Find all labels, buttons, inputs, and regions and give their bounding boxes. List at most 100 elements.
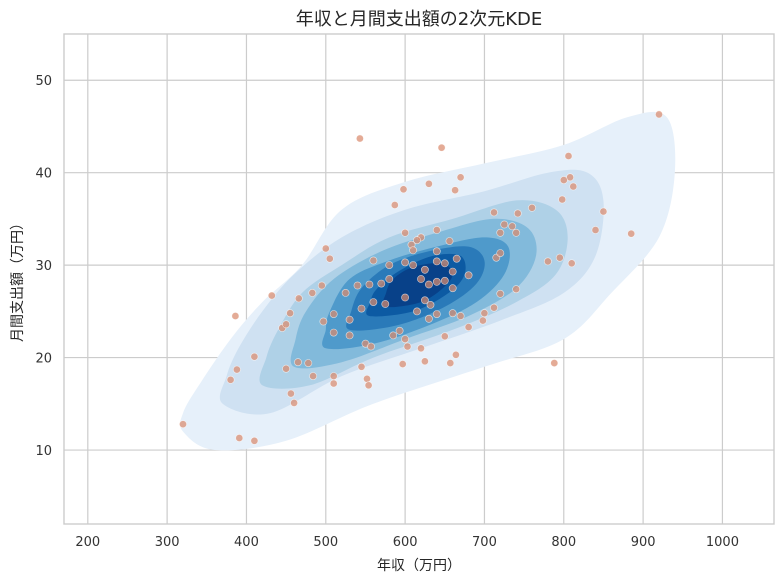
scatter-point xyxy=(558,195,567,204)
scatter-point xyxy=(417,344,425,353)
scatter-point xyxy=(309,372,317,380)
scatter-points xyxy=(179,110,663,445)
plot-frame xyxy=(63,33,775,525)
scatter-point xyxy=(456,173,465,182)
scatter-point xyxy=(250,436,259,445)
scatter-point xyxy=(464,323,473,331)
scatter-point xyxy=(420,265,429,274)
scatter-point xyxy=(286,389,295,398)
scatter-point xyxy=(398,360,407,368)
scatter-point xyxy=(294,294,303,303)
x-tick-label: 200 xyxy=(75,535,100,550)
x-tick-label: 700 xyxy=(472,535,497,550)
scatter-point xyxy=(440,259,449,268)
scatter-point xyxy=(401,293,409,302)
scatter-point xyxy=(355,134,364,143)
scatter-point xyxy=(290,398,298,407)
scatter-point xyxy=(286,309,294,318)
scatter-point xyxy=(357,304,366,313)
scatter-point xyxy=(345,315,354,324)
scatter-point xyxy=(478,316,487,325)
scatter-point xyxy=(424,314,433,323)
scatter-point xyxy=(432,310,441,318)
scatter-point xyxy=(417,275,425,283)
scatter-point xyxy=(321,244,330,253)
chart-title: 年収と月間支出額の2次元KDE xyxy=(296,9,543,30)
y-axis-label: 月間支出額（万円） xyxy=(10,216,26,342)
scatter-point xyxy=(329,372,338,380)
y-tick-label: 50 xyxy=(35,74,52,89)
scatter-point xyxy=(513,209,522,218)
scatter-point xyxy=(282,320,290,329)
scatter-point xyxy=(432,247,441,256)
x-tick-label: 500 xyxy=(313,535,338,550)
scatter-point xyxy=(432,226,441,234)
scatter-point xyxy=(231,312,240,320)
scatter-point xyxy=(357,362,366,371)
scatter-point xyxy=(446,359,455,367)
scatter-point xyxy=(367,342,375,351)
scatter-point xyxy=(294,358,302,367)
scatter-point xyxy=(381,300,390,308)
scatter-point xyxy=(591,226,600,234)
scatter-point xyxy=(341,288,350,297)
scatter-point xyxy=(409,246,417,255)
scatter-point xyxy=(448,267,457,276)
scatter-point xyxy=(440,332,449,341)
scatter-point xyxy=(389,331,398,340)
y-tick-label: 20 xyxy=(35,352,52,367)
scatter-point xyxy=(496,289,505,298)
scatter-point xyxy=(235,434,244,442)
x-tick-label: 800 xyxy=(551,535,576,550)
y-tick-label: 40 xyxy=(35,167,52,182)
scatter-point xyxy=(445,237,454,245)
scatter-point xyxy=(555,253,564,262)
scatter-point xyxy=(403,342,412,351)
scatter-point xyxy=(329,379,338,388)
scatter-point xyxy=(627,229,636,238)
scatter-point xyxy=(480,309,489,318)
scatter-point xyxy=(232,365,241,374)
scatter-point xyxy=(377,279,386,288)
scatter-point xyxy=(369,298,378,306)
scatter-point xyxy=(317,281,326,290)
scatter-point xyxy=(345,331,354,340)
kde-level-8 xyxy=(382,263,453,308)
scatter-point xyxy=(413,236,421,245)
scatter-point xyxy=(329,310,338,318)
scatter-point xyxy=(437,143,446,152)
x-tick-label: 300 xyxy=(155,535,180,550)
scatter-point xyxy=(490,208,498,217)
scatter-point xyxy=(399,185,408,194)
scatter-point xyxy=(464,271,473,280)
scatter-point xyxy=(395,326,404,335)
x-ticks: 200 300 400 500 600 700 800 900 1000 xyxy=(75,535,739,550)
y-ticks: 10 20 30 40 50 xyxy=(35,74,52,459)
scatter-point xyxy=(409,261,417,269)
scatter-point xyxy=(599,207,608,216)
scatter-point xyxy=(226,375,235,384)
scatter-point xyxy=(448,309,457,318)
scatter-point xyxy=(512,285,521,294)
y-tick-label: 30 xyxy=(35,259,52,274)
scatter-point xyxy=(369,256,378,265)
scatter-point xyxy=(420,357,429,366)
scatter-point xyxy=(325,254,334,263)
scatter-point xyxy=(353,281,362,290)
scatter-point xyxy=(448,284,457,293)
scatter-point xyxy=(432,277,441,286)
scatter-point xyxy=(424,280,433,289)
x-tick-label: 600 xyxy=(393,535,418,550)
x-tick-label: 400 xyxy=(234,535,259,550)
scatter-point xyxy=(496,228,505,237)
scatter-point xyxy=(385,275,394,283)
x-tick-label: 900 xyxy=(631,535,656,550)
scatter-point xyxy=(304,359,313,367)
scatter-point xyxy=(385,261,394,269)
scatter-point xyxy=(413,307,421,316)
scatter-point xyxy=(364,381,373,390)
scatter-point xyxy=(508,222,517,231)
x-tick-label: 1000 xyxy=(706,535,739,550)
scatter-point xyxy=(390,201,399,209)
